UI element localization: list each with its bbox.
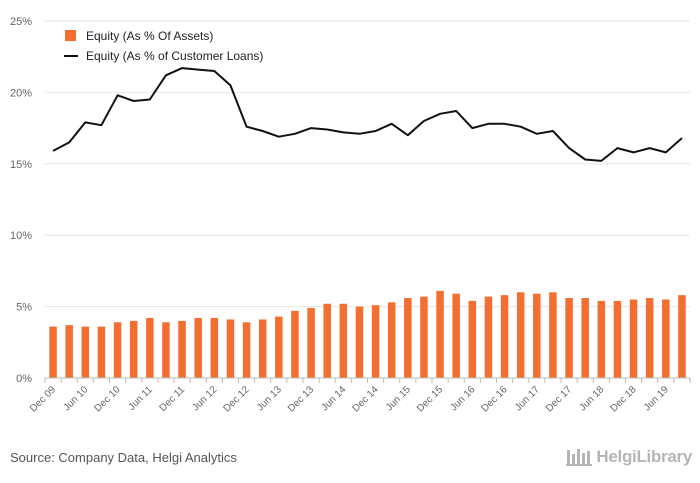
bar [436, 290, 444, 378]
bar [581, 298, 589, 378]
chart: 0%5%10%15%20%25% Dec 09 Jun 10 Dec 10 Jun 1… [10, 16, 691, 415]
bar [533, 293, 541, 378]
bar [565, 298, 573, 378]
x-tick-label: Jun 17 [513, 384, 542, 413]
x-tick-label: Dec 10 [92, 384, 122, 414]
x-tick-label: Jun 11 [126, 384, 155, 413]
bar [65, 325, 73, 378]
bar [404, 298, 412, 378]
helgi-library-logo: HelgiLibrary [566, 447, 692, 467]
bar [129, 320, 138, 378]
bar [597, 300, 606, 378]
bar [210, 318, 219, 378]
bar [452, 293, 460, 378]
y-tick-label: 25% [10, 16, 32, 28]
bar [549, 292, 557, 378]
legend: Equity (As % Of Assets) Equity (As % of C… [64, 29, 263, 63]
gridlines [45, 20, 690, 308]
bar [49, 326, 57, 378]
bar [113, 322, 122, 378]
library-building-icon [566, 449, 593, 466]
x-tick-label: Jun 10 [61, 384, 90, 413]
y-axis-labels: 0% 5% 10% 15% 20% 25% [10, 16, 32, 385]
bar [339, 303, 348, 378]
x-tick-label: Dec 09 [28, 384, 58, 414]
bar [420, 296, 428, 378]
x-tick-label: Dec 16 [479, 384, 509, 414]
bar-series [49, 290, 686, 378]
x-tick-label: Dec 12 [221, 384, 251, 414]
bar [178, 320, 186, 378]
legend-swatch-bar [65, 30, 76, 41]
bar [162, 322, 170, 378]
x-tick-label: Jun 15 [384, 384, 413, 413]
bar [484, 296, 493, 378]
x-tick-label: Dec 18 [608, 384, 638, 414]
bar [242, 322, 251, 378]
bar [81, 326, 90, 378]
x-tick-label: Jun 13 [255, 384, 284, 413]
logo-text: HelgiLibrary [596, 447, 692, 466]
x-tick-label: Dec 17 [544, 384, 574, 414]
bar [613, 300, 622, 378]
x-tick-label: Jun 19 [642, 384, 671, 413]
line-series [52, 67, 683, 162]
bar [662, 299, 670, 378]
bar [516, 292, 525, 378]
bar [275, 316, 283, 378]
bar [226, 319, 235, 378]
bar [355, 306, 364, 378]
bar [146, 318, 154, 378]
bar [387, 302, 396, 378]
source-note: Source: Company Data, Helgi Analytics [10, 450, 237, 465]
x-tick-label: Jun 16 [448, 384, 477, 413]
bar [371, 305, 380, 378]
legend-label-line: Equity (As % of Customer Loans) [86, 49, 263, 63]
legend-label-bar: Equity (As % Of Assets) [86, 29, 213, 43]
bar [500, 295, 509, 378]
bar [291, 310, 299, 378]
x-tick-label: Jun 18 [577, 384, 606, 413]
bar [468, 300, 477, 378]
x-tick-label: Jun 14 [319, 384, 348, 413]
y-tick-label: 5% [16, 302, 32, 314]
x-tick-label: Dec 15 [415, 384, 445, 414]
bar [678, 295, 686, 378]
series-line [52, 67, 683, 162]
x-tick-label: Dec 11 [158, 384, 188, 414]
x-axis: Dec 09 Jun 10 Dec 10 Jun 11 Dec 11 Jun 12 Dec … [28, 377, 691, 415]
bar [194, 318, 202, 378]
bar [323, 303, 331, 378]
x-tick-label: Jun 12 [190, 384, 219, 413]
bar [629, 299, 638, 378]
x-tick-label: Dec 14 [350, 384, 380, 414]
bar [258, 319, 267, 378]
bar [645, 298, 654, 378]
y-tick-label: 10% [10, 230, 32, 242]
bar [307, 308, 315, 378]
y-tick-label: 15% [10, 159, 32, 171]
y-tick-label: 0% [16, 373, 32, 385]
x-tick-label: Dec 13 [286, 384, 316, 414]
bar [97, 326, 106, 378]
y-tick-label: 20% [10, 87, 32, 99]
